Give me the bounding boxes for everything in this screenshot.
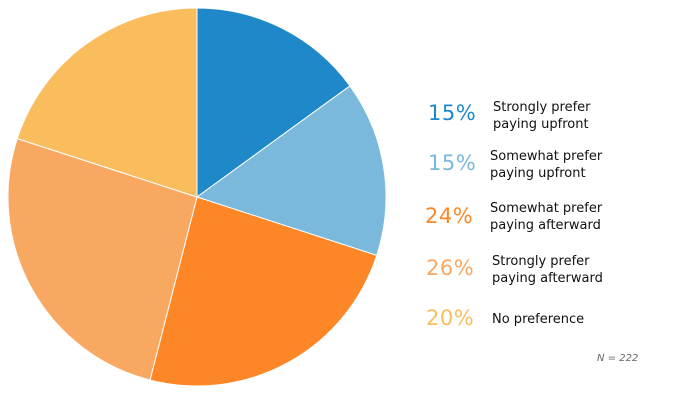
pie-slice-2	[195, 85, 387, 257]
pie-slice-5	[16, 7, 198, 198]
legend-percent-5: 20%	[426, 306, 475, 330]
legend-percent-2: 15%	[428, 151, 477, 175]
pie-slice-3	[149, 196, 378, 387]
pie-slice-4	[7, 137, 198, 381]
legend-label-4: Strongly prefer paying afterward	[492, 254, 603, 286]
sample-size-note: N = 222	[597, 353, 639, 364]
legend-label-3: Somewhat prefer paying afterward	[490, 201, 603, 233]
legend-percent-3: 24%	[425, 204, 474, 228]
pie-slices	[7, 7, 387, 387]
legend-percent-1: 15%	[428, 101, 477, 125]
legend-label-5: No preference	[492, 312, 585, 327]
pie-slice-1	[196, 7, 351, 198]
legend-label-2: Somewhat prefer paying upfront	[490, 149, 603, 181]
legend-percent-4: 26%	[426, 256, 475, 280]
legend-label-1: Strongly prefer paying upfront	[493, 100, 591, 132]
